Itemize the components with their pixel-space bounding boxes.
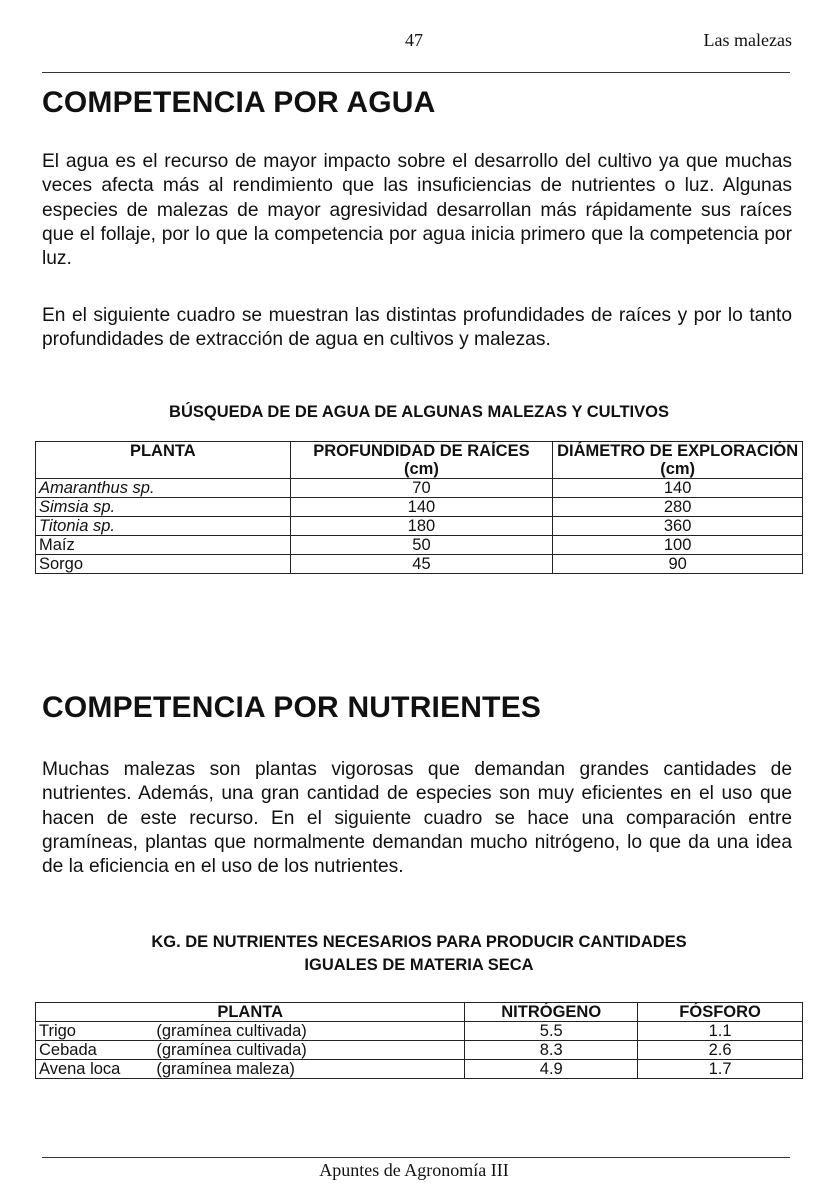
- cell-profundidad: 45: [289, 554, 554, 574]
- cell-planta: Simsia sp.: [35, 497, 291, 517]
- cell-nitrogeno: 5.5: [464, 1021, 639, 1041]
- table-row: Simsia sp. 140 280: [35, 497, 803, 517]
- header-fosforo: FÓSFORO: [637, 1002, 803, 1022]
- table-title-agua: BÚSQUEDA DE DE AGUA DE ALGUNAS MALEZAS Y…: [169, 403, 669, 421]
- cell-planta: Trigo: [35, 1021, 154, 1041]
- cell-tipo: (gramínea cultivada): [153, 1021, 466, 1041]
- table-title-nutrientes: KG. DE NUTRIENTES NECESARIOS PARA PRODUC…: [35, 931, 803, 977]
- table-row: Titonia sp. 180 360: [35, 516, 803, 536]
- cell-profundidad: 50: [289, 535, 554, 555]
- cell-diametro: 140: [552, 478, 803, 498]
- cell-profundidad: 180: [289, 516, 554, 536]
- paragraph-agua-1: El agua es el recurso de mayor impacto s…: [42, 151, 792, 270]
- table-title-line2: IGUALES DE MATERIA SECA: [304, 956, 534, 974]
- footer-text: Apuntes de Agronomía III: [319, 1160, 509, 1180]
- header-nitrogeno: NITRÓGENO: [464, 1002, 639, 1022]
- cell-diametro: 360: [552, 516, 803, 536]
- header-divider: [42, 72, 790, 73]
- cell-nitrogeno: 4.9: [464, 1059, 639, 1079]
- cell-planta: Avena loca: [35, 1059, 154, 1079]
- header-diametro: DIÁMETRO DE EXPLORACIÓN (cm): [552, 441, 803, 479]
- table-row: Cebada (gramínea cultivada) 8.3 2.6: [35, 1040, 803, 1060]
- table-header-row: PLANTA NITRÓGENO FÓSFORO: [34, 1002, 803, 1022]
- table-row: Trigo (gramínea cultivada) 5.5 1.1: [35, 1021, 803, 1041]
- header-planta: PLANTA: [34, 1002, 466, 1022]
- cell-planta: Titonia sp.: [35, 516, 291, 536]
- table-row: Avena loca (gramínea maleza) 4.9 1.7: [35, 1059, 803, 1079]
- section-title-nutrientes: COMPETENCIA POR NUTRIENTES: [42, 691, 542, 724]
- cell-diametro: 90: [552, 554, 803, 574]
- table-row: Sorgo 45 90: [35, 554, 803, 574]
- paragraph-nutrientes: Muchas malezas son plantas vigorosas que…: [42, 759, 792, 878]
- chapter-title: Las malezas: [703, 30, 792, 50]
- cell-diametro: 100: [552, 535, 803, 555]
- cell-diametro: 280: [552, 497, 803, 517]
- cell-fosforo: 2.6: [637, 1040, 803, 1060]
- paragraph-agua-2: En el siguiente cuadro se muestran las d…: [42, 305, 792, 351]
- cell-profundidad: 70: [289, 478, 554, 498]
- table-title-line1: KG. DE NUTRIENTES NECESARIOS PARA PRODUC…: [151, 933, 687, 951]
- table-row: Amaranthus sp. 70 140: [35, 478, 803, 498]
- table-agua: PLANTA PROFUNDIDAD DE RAÍCES (cm) DIÁMET…: [35, 441, 803, 574]
- header-profundidad: PROFUNDIDAD DE RAÍCES (cm): [289, 441, 554, 479]
- cell-fosforo: 1.1: [637, 1021, 803, 1041]
- cell-planta: Cebada: [35, 1040, 154, 1060]
- cell-nitrogeno: 8.3: [464, 1040, 639, 1060]
- page-number: 47: [405, 30, 423, 50]
- header-planta: PLANTA: [35, 441, 291, 479]
- cell-tipo: (gramínea maleza): [153, 1059, 466, 1079]
- cell-planta: Sorgo: [35, 554, 291, 574]
- cell-planta: Amaranthus sp.: [35, 478, 291, 498]
- cell-tipo: (gramínea cultivada): [153, 1040, 466, 1060]
- cell-profundidad: 140: [289, 497, 554, 517]
- footer-divider: [42, 1157, 790, 1158]
- cell-planta: Maíz: [35, 535, 291, 555]
- table-header-row: PLANTA PROFUNDIDAD DE RAÍCES (cm) DIÁMET…: [35, 441, 803, 479]
- table-row: Maíz 50 100: [35, 535, 803, 555]
- table-nutrientes: PLANTA NITRÓGENO FÓSFORO Trigo (gramínea…: [34, 1002, 803, 1079]
- section-title-agua: COMPETENCIA POR AGUA: [42, 86, 436, 119]
- cell-fosforo: 1.7: [637, 1059, 803, 1079]
